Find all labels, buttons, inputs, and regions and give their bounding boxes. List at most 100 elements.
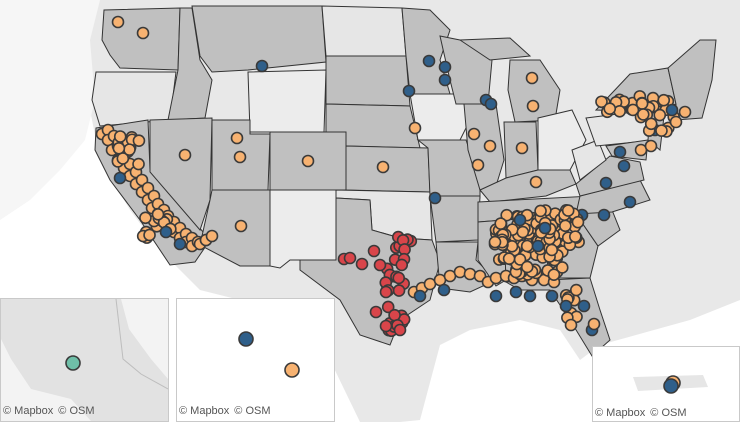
marker-blue[interactable]	[484, 97, 498, 111]
inset-hawaii[interactable]: © Mapbox © OSM	[176, 298, 335, 422]
marker-red[interactable]	[373, 258, 387, 272]
marker-orange[interactable]	[525, 71, 539, 85]
marker-orange[interactable]	[534, 204, 547, 218]
marker-red[interactable]	[379, 285, 393, 299]
marker-red[interactable]	[379, 319, 393, 333]
marker-blue[interactable]	[597, 208, 611, 222]
marker-orange[interactable]	[561, 204, 575, 217]
marker-red[interactable]	[343, 251, 357, 265]
marker-orange[interactable]	[569, 283, 583, 297]
marker-blue[interactable]	[159, 225, 173, 239]
marker-orange[interactable]	[467, 127, 481, 141]
marker-orange[interactable]	[113, 130, 127, 143]
mapbox-attribution[interactable]: © Mapbox	[3, 405, 54, 417]
marker-orange[interactable]	[526, 99, 540, 113]
marker-orange[interactable]	[234, 219, 248, 233]
marker-orange[interactable]	[488, 235, 502, 249]
marker-red[interactable]	[367, 244, 381, 258]
marker-orange[interactable]	[500, 208, 514, 222]
marker-blue[interactable]	[577, 299, 591, 313]
marker-orange[interactable]	[644, 117, 658, 131]
marker-blue[interactable]	[599, 176, 613, 190]
marker-red[interactable]	[388, 308, 401, 322]
marker-orange[interactable]	[569, 230, 582, 243]
marker-orange[interactable]	[494, 217, 508, 230]
marker-blue[interactable]	[623, 195, 637, 209]
marker-orange[interactable]	[547, 268, 561, 281]
marker-orange[interactable]	[376, 160, 390, 174]
marker-orange[interactable]	[678, 105, 692, 119]
marker-orange[interactable]	[516, 225, 530, 239]
marker-orange[interactable]	[635, 97, 649, 110]
marker-orange[interactable]	[626, 103, 640, 117]
marker-orange[interactable]	[205, 229, 219, 243]
marker-blue[interactable]	[428, 191, 442, 205]
marker-orange[interactable]	[111, 15, 125, 29]
marker-orange[interactable]	[644, 139, 658, 153]
marker-orange[interactable]	[636, 108, 650, 121]
marker-orange[interactable]	[132, 134, 146, 147]
marker-blue[interactable]	[402, 84, 416, 98]
marker-orange[interactable]	[520, 239, 534, 253]
marker-orange[interactable]	[545, 243, 559, 257]
marker-orange[interactable]	[669, 115, 683, 129]
marker-orange[interactable]	[595, 95, 608, 109]
marker-orange[interactable]	[463, 267, 477, 281]
marker-orange[interactable]	[555, 261, 569, 274]
marker-blue[interactable]	[438, 60, 452, 74]
marker-blue[interactable]	[438, 73, 452, 87]
marker-orange[interactable]	[136, 26, 150, 40]
marker-orange[interactable]	[529, 175, 543, 189]
marker-orange[interactable]	[655, 124, 668, 137]
marker-orange[interactable]	[151, 208, 165, 221]
marker-orange[interactable]	[564, 318, 578, 332]
marker-blue[interactable]	[523, 289, 537, 303]
marker-blue[interactable]	[613, 145, 627, 159]
inset-alaska[interactable]: © Mapbox © OSM	[0, 298, 169, 422]
marker-orange[interactable]	[301, 154, 315, 168]
marker-orange[interactable]	[653, 108, 667, 122]
marker-blue[interactable]	[513, 213, 527, 227]
marker-blue[interactable]	[559, 299, 573, 313]
marker-red[interactable]	[355, 257, 369, 271]
marker-orange[interactable]	[233, 150, 247, 164]
marker-blue[interactable]	[413, 289, 427, 303]
marker-orange[interactable]	[502, 252, 516, 265]
marker-orange[interactable]	[515, 141, 529, 155]
mapbox-attribution[interactable]: © Mapbox	[179, 405, 230, 417]
marker-orange[interactable]	[123, 143, 136, 156]
marker-orange[interactable]	[603, 102, 617, 115]
location-markers[interactable]	[95, 15, 692, 338]
marker-orange[interactable]	[483, 139, 497, 153]
osm-attribution[interactable]: © OSM	[650, 407, 687, 419]
mapbox-attribution[interactable]: © Mapbox	[595, 407, 646, 419]
marker-orange[interactable]	[587, 317, 601, 331]
marker-orange[interactable]	[471, 158, 485, 172]
marker-red[interactable]	[393, 323, 407, 337]
inset-puerto-rico[interactable]: © Mapbox © OSM	[592, 346, 740, 422]
marker-blue[interactable]	[437, 283, 451, 297]
marker-red[interactable]	[369, 305, 383, 319]
marker-orange[interactable]	[520, 260, 534, 274]
marker-orange[interactable]	[453, 265, 467, 279]
marker-red[interactable]	[381, 300, 395, 314]
marker-blue[interactable]	[255, 59, 269, 73]
marker-orange[interactable]	[143, 228, 156, 242]
marker-red[interactable]	[395, 258, 409, 272]
marker-orange[interactable]	[571, 215, 585, 229]
marker-orange[interactable]	[178, 148, 192, 162]
marker-blue[interactable]	[509, 285, 523, 299]
marker-blue[interactable]	[422, 54, 436, 68]
marker-orange[interactable]	[132, 157, 145, 171]
marker-blue[interactable]	[545, 289, 559, 303]
marker-blue[interactable]	[665, 103, 679, 117]
marker-orange[interactable]	[112, 142, 126, 155]
marker-orange[interactable]	[139, 211, 152, 225]
marker-blue[interactable]	[489, 289, 503, 303]
marker-blue[interactable]	[617, 159, 631, 173]
marker-blue[interactable]	[173, 237, 187, 251]
marker-orange[interactable]	[559, 219, 572, 233]
osm-attribution[interactable]: © OSM	[234, 405, 271, 417]
marker-red[interactable]	[392, 271, 406, 285]
